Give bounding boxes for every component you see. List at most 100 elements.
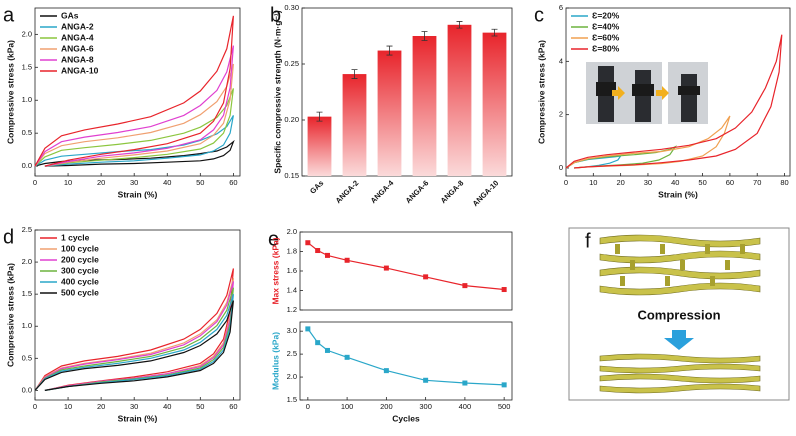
error-bar [351,69,358,79]
y-axis-label: Max stress (kPa) [270,237,280,304]
x-tick-label: 10 [64,178,72,187]
x-tick-label: 500 [498,402,511,411]
panel-label: f [585,230,591,252]
marker [383,368,389,374]
legend-label: 400 cycle [61,276,99,286]
y-tick-label: 2 [559,110,563,119]
x-tick-label: ANGA-4 [369,178,396,205]
y-tick-label: 1.0 [22,321,32,330]
bar [482,32,507,176]
x-tick-label: ANGA-10 [471,178,501,208]
panel-label: e [268,228,279,250]
x-tick-label: 20 [97,178,105,187]
marker [423,274,429,280]
legend-label: ANGA-4 [61,32,94,42]
y-tick-label: 0.15 [284,171,299,180]
marker [315,248,321,254]
compression-diagram [568,227,790,401]
y-tick-label: 0.0 [22,385,32,394]
x-tick-label: 100 [341,402,354,411]
x-tick-label: 300 [419,402,432,411]
bar [377,50,402,177]
x-tick-label: 10 [589,178,597,187]
y-tick-label: 1.5 [22,289,32,298]
plot-frame [301,7,513,177]
y-tick-label: 2.0 [22,257,32,266]
legend-label: 1 cycle [61,232,90,242]
error-bar [386,45,393,56]
error-bar [316,111,323,122]
y-tick-label: 1.2 [287,305,297,314]
panel-label: b [270,4,281,26]
y-tick-label: 1.8 [287,246,297,255]
plot-frame [34,7,241,177]
legend-label: 300 cycle [61,265,99,275]
x-tick-label: 60 [726,178,734,187]
y-tick-label: 0 [559,163,563,172]
y-tick-label: 4 [559,56,563,65]
plot-frame [299,231,513,311]
x-tick-label: 40 [671,178,679,187]
x-tick-label: 50 [698,178,706,187]
panel-label: a [3,4,15,26]
plot-frame [299,321,513,401]
x-tick-label: ANGA-8 [439,178,466,205]
y-tick-label: 2.5 [22,225,32,234]
series-line [34,63,234,167]
series-line [34,45,234,167]
x-tick-label: 10 [64,402,72,411]
y-tick-label: 3.0 [287,326,297,335]
panel-label: d [3,226,14,248]
x-tick-label: 40 [163,178,171,187]
y-tick-label: 2.0 [287,372,297,381]
y-tick-label: 1.5 [287,395,297,404]
x-tick-label: 0 [33,402,37,411]
panel-label: c [534,4,544,26]
marker [305,326,311,332]
x-tick-label: 0 [564,178,568,187]
x-tick-label: 60 [229,402,237,411]
x-tick-label: 40 [163,402,171,411]
marker [462,380,468,386]
y-tick-label: 2.0 [287,227,297,236]
y-tick-label: 6 [559,3,563,12]
marker [383,265,389,271]
y-axis-label: Compressive stress (kPa) [536,40,546,144]
series-line [307,242,505,291]
y-tick-label: 0.25 [284,59,299,68]
plot-frame [34,229,241,401]
marker [324,347,330,353]
x-tick-label: ANGA-2 [334,178,361,205]
x-axis-label: Strain (%) [118,189,158,199]
y-tick-label: 1.0 [22,95,32,104]
x-tick-label: 400 [459,402,472,411]
marker [344,257,350,263]
x-axis-label: Cycles [392,413,420,423]
marker [305,240,311,246]
bar [447,24,472,176]
legend-label: 100 cycle [61,243,99,253]
legend-label: GAs [61,10,79,20]
y-tick-label: 1.5 [22,62,32,71]
legend-label: ANGA-8 [61,54,94,64]
y-axis-label: Compressive stress (kPa) [5,263,15,367]
series-line [34,281,234,391]
legend-label: ANGA-6 [61,43,94,53]
marker [423,377,429,383]
series-line [34,115,234,167]
legend-label: Ɛ=80% [592,43,620,53]
x-tick-label: 0 [33,178,37,187]
x-tick-label: 20 [97,402,105,411]
y-tick-label: 0.20 [284,115,299,124]
bar [307,116,332,176]
marker [315,340,321,346]
y-tick-label: 2.0 [22,29,32,38]
series-line [34,300,234,391]
x-tick-label: 0 [306,402,310,411]
legend-label: ANGA-10 [61,65,99,75]
legend-label: Ɛ=60% [592,32,620,42]
legend-label: 200 cycle [61,254,99,264]
series-line [34,268,234,391]
